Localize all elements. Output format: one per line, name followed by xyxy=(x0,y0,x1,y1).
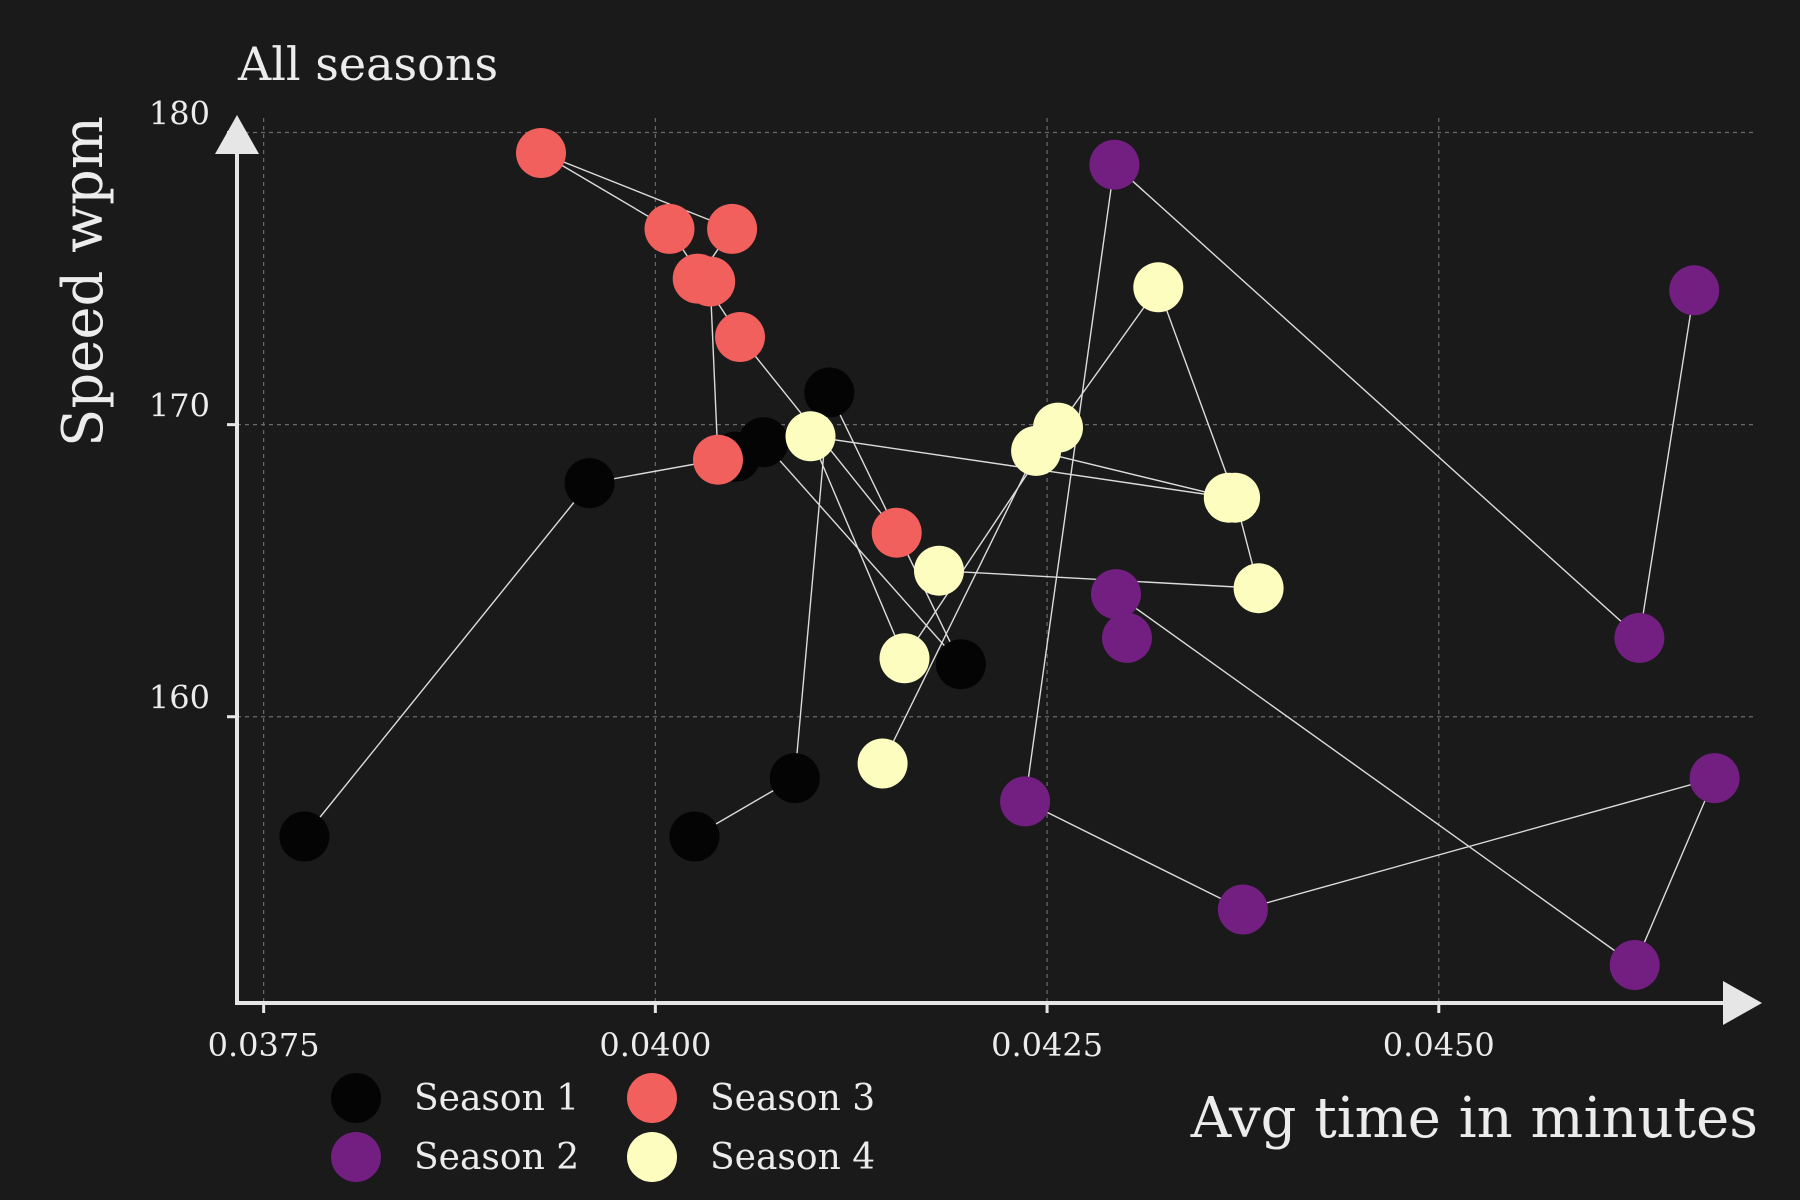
data-point xyxy=(1133,262,1184,313)
y-tick-label: 180 xyxy=(149,95,210,133)
y-axis-arrow xyxy=(215,115,259,154)
axes xyxy=(215,115,1762,1025)
data-point xyxy=(1089,139,1140,190)
legend-label: Season 1 xyxy=(414,1078,579,1119)
data-point xyxy=(1091,569,1141,620)
data-point xyxy=(1210,472,1261,523)
data-point xyxy=(669,811,720,862)
grid xyxy=(237,118,1756,1003)
y-tick-label: 160 xyxy=(149,679,210,717)
x-tick-label: 0.0450 xyxy=(1383,1026,1495,1064)
y-tick-label: 170 xyxy=(149,387,210,425)
data-point xyxy=(804,367,855,418)
legend-marker xyxy=(331,1073,381,1123)
data-point xyxy=(857,738,908,789)
series-line xyxy=(809,285,1260,764)
data-point xyxy=(785,411,836,462)
data-points xyxy=(279,128,1740,990)
legend-label: Season 3 xyxy=(710,1078,875,1119)
data-point xyxy=(1669,265,1720,316)
data-point xyxy=(879,633,930,684)
legend-marker xyxy=(331,1132,381,1182)
chart-title: All seasons xyxy=(237,37,498,91)
x-axis-arrow xyxy=(1723,981,1762,1025)
data-point xyxy=(1689,753,1740,804)
legend-marker xyxy=(627,1132,677,1182)
data-point xyxy=(715,312,765,362)
data-point xyxy=(769,753,820,804)
data-point xyxy=(685,256,736,307)
data-point xyxy=(564,458,615,509)
data-point xyxy=(516,128,566,178)
data-point xyxy=(871,507,922,558)
data-point xyxy=(1609,940,1660,990)
data-point xyxy=(1233,563,1284,614)
y-axis-label: Speed wpm xyxy=(51,116,116,447)
data-point xyxy=(1614,612,1665,663)
legend-label: Season 2 xyxy=(414,1137,579,1178)
data-point xyxy=(914,545,964,596)
data-point xyxy=(1102,612,1152,663)
data-point xyxy=(1033,402,1083,453)
data-point xyxy=(644,203,695,254)
data-point xyxy=(707,203,758,254)
data-point xyxy=(1217,884,1268,935)
legend: Season 1 Season 2 Season 3 Season 4 xyxy=(331,1073,875,1182)
x-tick-label: 0.0400 xyxy=(599,1026,711,1064)
x-tick-label: 0.0425 xyxy=(991,1026,1103,1064)
legend-label: Season 4 xyxy=(710,1137,875,1178)
data-point xyxy=(693,434,743,485)
x-axis-label: Avg time in minutes xyxy=(1190,1086,1758,1151)
ticks: 0.0375 0.0400 0.0425 0.0450 160 170 180 xyxy=(149,95,1495,1064)
data-point xyxy=(279,811,330,862)
x-tick-label: 0.0375 xyxy=(208,1026,320,1064)
series-lines xyxy=(303,152,1716,967)
series-line xyxy=(1024,163,1716,967)
data-point xyxy=(1000,776,1051,827)
data-point xyxy=(935,639,986,690)
legend-marker xyxy=(627,1073,677,1123)
